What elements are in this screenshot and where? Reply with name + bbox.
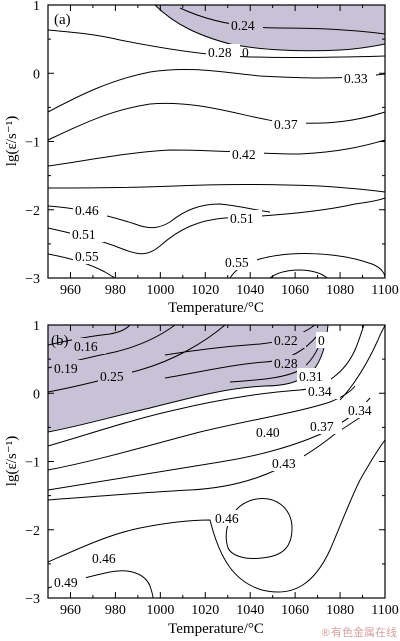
panel-a-label: (a) xyxy=(54,12,71,28)
panel-a-label-0.33: 0.33 xyxy=(344,71,368,86)
panel-b-label-0.16: 0.16 xyxy=(74,339,98,354)
panel-a-contour-0.46 xyxy=(47,184,386,193)
panel-b-ytick-label: −2 xyxy=(25,524,40,539)
panel-b-contours xyxy=(47,324,386,599)
panel-a-label-0.28: 0.28 xyxy=(208,45,232,60)
panel-a-contour-0.28 xyxy=(47,29,386,58)
panel-a-contour-0.33 xyxy=(47,68,386,113)
panel-a-label-0.55: 0.55 xyxy=(75,249,99,264)
panel-b-contour-0.34b xyxy=(339,324,386,401)
panel-b-xtick-label: 1060 xyxy=(281,603,309,618)
panel-a-ytick-label: −2 xyxy=(25,204,40,219)
panel-b-contour-0.25 xyxy=(47,324,226,393)
panel-b-contour-0.28 xyxy=(164,334,319,379)
panel-a-xtick-label: 1040 xyxy=(236,283,264,298)
panel-a-label-0.42: 0.42 xyxy=(232,147,256,162)
panel-b-contour-0.46b xyxy=(47,439,386,593)
panel-a-xtick-label: 980 xyxy=(105,283,126,298)
panel-a-label-0.46: 0.46 xyxy=(75,203,99,218)
panel-a-label-0.37: 0.37 xyxy=(274,117,298,132)
panel-b-contour-0.37 xyxy=(47,385,356,471)
panel-a-contour-0.37 xyxy=(47,102,386,141)
panel-a-contour-0.51 xyxy=(47,197,386,255)
panel-b-xtick-label: 1080 xyxy=(326,603,354,618)
panel-a-label-0.24: 0.24 xyxy=(231,18,255,33)
panel-a-ticks: 960 980 1000 1020 1040 1060 1080 1100 1 0 −1 −2 −3 xyxy=(25,0,399,298)
panel-a-ytick-label: 0 xyxy=(33,67,40,82)
panel-b-label-0.40: 0.40 xyxy=(256,425,280,440)
panel-a-xtick-label: 1080 xyxy=(326,283,354,298)
panel-b-xtick-label: 1000 xyxy=(146,603,174,618)
panel-b-xtick-label: 980 xyxy=(105,603,126,618)
panel-b-xtick-label: 1100 xyxy=(371,603,398,618)
panel-b-contour-0.40 xyxy=(47,397,371,491)
panel-b-xtick-label: 1020 xyxy=(191,603,219,618)
panel-a-label-0: 0 xyxy=(242,45,249,60)
panel-b-ticks: 960 980 1000 1020 1040 1060 1080 1100 1 0 −1 −2 −3 xyxy=(25,319,399,618)
panel-b-contour-0.16 xyxy=(47,324,131,346)
panel-b-contour-0.34 xyxy=(47,324,365,447)
panel-b: 0.16 0.19 0.25 0.22 0.28 0 0.31 0.34 0.3… xyxy=(4,319,399,637)
panel-a-contour-0.55 xyxy=(47,253,116,279)
panel-b-xtick-label: 960 xyxy=(60,603,81,618)
panel-a: 0.24 0.28 0 0.33 0.37 0.42 0.46 0.51 0.5… xyxy=(4,0,399,316)
panel-b-label-0: 0 xyxy=(318,333,325,348)
panel-a-xlabel: Temperature/°C xyxy=(168,300,264,316)
panel-b-label-0.34b: 0.34 xyxy=(348,403,372,418)
panel-b-label-0.37: 0.37 xyxy=(310,419,334,434)
panel-b-label-0.46: 0.46 xyxy=(215,511,239,526)
panel-b-label-0.19: 0.19 xyxy=(54,361,78,376)
panel-b-ytick-label: 0 xyxy=(33,387,40,402)
panel-b-label-0.34: 0.34 xyxy=(308,384,332,399)
panel-b-label-0.22: 0.22 xyxy=(274,333,298,348)
panel-a-contour-0.24 xyxy=(179,7,386,35)
panel-a-ytick-label: −1 xyxy=(25,136,40,151)
panel-b-label-0.25: 0.25 xyxy=(100,369,124,384)
panel-b-xtick-label: 1040 xyxy=(236,603,264,618)
panel-b-contour-0.46-loop xyxy=(225,498,293,559)
panel-b-xlabel: Temperature/°C xyxy=(168,621,264,637)
panel-a-label-0.51: 0.51 xyxy=(72,227,96,242)
panel-a-ytick-label: 1 xyxy=(33,0,40,14)
panel-b-ytick-label: −3 xyxy=(25,592,40,607)
panel-a-ylabel: lg(ε̇/s⁻¹) xyxy=(4,116,20,166)
panel-b-label-0.49: 0.49 xyxy=(54,575,78,590)
panel-a-xtick-label: 1060 xyxy=(281,283,309,298)
panel-a-contour-labels: 0.24 0.28 0 0.33 0.37 0.42 0.46 0.51 0.5… xyxy=(70,17,376,270)
panel-b-label-0.46b: 0.46 xyxy=(92,551,116,566)
panel-a-xtick-label: 1000 xyxy=(146,283,174,298)
panel-b-label-0.31: 0.31 xyxy=(299,369,323,384)
panel-b-label-0.43: 0.43 xyxy=(272,456,296,471)
panel-a-xtick-label: 1020 xyxy=(191,283,219,298)
panel-b-ytick-label: −1 xyxy=(25,456,40,471)
panel-a-label-0.51b: 0.51 xyxy=(230,211,254,226)
panel-b-ytick-label: 1 xyxy=(33,319,40,334)
panel-a-label-0.55b: 0.55 xyxy=(225,255,249,270)
panel-b-label-0.28: 0.28 xyxy=(274,356,298,371)
panel-b-label: (b) xyxy=(51,333,69,349)
panel-a-contour-0.55b xyxy=(269,269,328,279)
panel-a-contour-0.42 xyxy=(47,139,386,167)
panel-b-contour-labels: 0.16 0.19 0.25 0.22 0.28 0 0.31 0.34 0.3… xyxy=(52,332,380,590)
panel-b-ylabel: lg(ε̇/s⁻¹) xyxy=(4,436,20,486)
watermark: ®有色金属在线 xyxy=(320,625,397,639)
panel-a-xtick-label: 1100 xyxy=(371,283,398,298)
panel-a-xtick-label: 960 xyxy=(60,283,81,298)
panel-a-ytick-label: −3 xyxy=(25,272,40,287)
